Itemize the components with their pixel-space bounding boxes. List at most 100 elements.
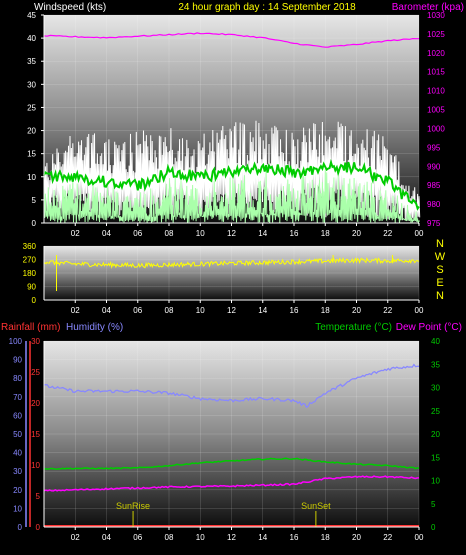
- humidity-tick-label: 100: [9, 337, 23, 346]
- direction-tick-label: 270: [23, 256, 37, 265]
- temperature-trace: [43, 457, 420, 471]
- barometer-tick-label: 1005: [427, 106, 445, 115]
- x-tick-label: 08: [165, 229, 174, 238]
- wind-series: [43, 32, 421, 225]
- humidity-tick-label: 20: [13, 486, 22, 495]
- x-tick-label: 04: [102, 306, 111, 315]
- compass-label: S: [436, 264, 443, 276]
- x-tick-label: 00: [415, 306, 424, 315]
- x-tick-label: 16: [290, 306, 299, 315]
- barometer-axis-title: Barometer (kpa): [392, 2, 464, 13]
- rainfall-tick-label: 20: [31, 399, 40, 408]
- temperature-tick-label: 10: [431, 477, 440, 486]
- temperature-tick-label: 15: [431, 453, 440, 462]
- temperature-series: SunRise SunSet: [43, 363, 420, 527]
- dewpoint-trace: [43, 475, 420, 492]
- humidity-tick-label: 60: [13, 411, 22, 420]
- barometer-tick-label: 980: [427, 200, 441, 209]
- humidity-tick-label: 30: [13, 467, 22, 476]
- x-tick-label: 12: [227, 533, 236, 542]
- x-tick-label: 12: [227, 306, 236, 315]
- rainfall-tick-label: 25: [31, 368, 40, 377]
- y-tick-label: 30: [27, 80, 36, 89]
- y-tick-label: 10: [27, 173, 36, 182]
- temperature-panel: SunRise SunSet 01020304050607080901000510…: [9, 337, 441, 542]
- wind-axis-title: Windspeed (kts): [34, 2, 106, 13]
- y-tick-label: 20: [27, 127, 36, 136]
- x-tick-label: 06: [133, 306, 142, 315]
- x-tick-label: 06: [133, 533, 142, 542]
- compass-label: N: [436, 290, 444, 302]
- sunrise-label: SunRise: [116, 501, 150, 511]
- barometer-tick-label: 995: [427, 143, 441, 152]
- rainfall-tick-label: 30: [31, 337, 40, 346]
- barometer-tick-label: 990: [427, 162, 441, 171]
- direction-tick-label: 180: [23, 269, 37, 278]
- y-tick-label: 45: [27, 11, 36, 20]
- barometer-tick-label: 1025: [427, 30, 445, 39]
- wind-panel: 0510152025303540459759809859909951000100…: [27, 11, 445, 238]
- barometer-trace: [43, 32, 419, 48]
- y-tick-label: 35: [27, 57, 36, 66]
- wind-ticks: 0510152025303540459759809859909951000100…: [27, 11, 445, 238]
- y-tick-label: 25: [27, 103, 36, 112]
- direction-tick-label: 0: [32, 296, 37, 305]
- humidity-tick-label: 10: [13, 504, 22, 513]
- x-tick-label: 16: [290, 229, 299, 238]
- x-tick-label: 18: [321, 533, 330, 542]
- x-tick-label: 02: [71, 229, 80, 238]
- direction-tick-label: 90: [27, 283, 36, 292]
- wind-gust-trace: [43, 120, 421, 222]
- x-tick-label: 10: [196, 306, 205, 315]
- wind-direction-trace: [43, 257, 420, 269]
- y-tick-label: 15: [27, 150, 36, 159]
- compass-label: N: [436, 238, 444, 250]
- x-tick-label: 02: [71, 306, 80, 315]
- x-tick-label: 20: [352, 229, 361, 238]
- direction-tick-label: 360: [23, 242, 37, 251]
- x-tick-label: 00: [415, 229, 424, 238]
- temperature-tick-label: 0: [431, 523, 436, 532]
- humidity-trace: [43, 363, 419, 409]
- x-tick-label: 08: [165, 306, 174, 315]
- temperature-tick-label: 25: [431, 407, 440, 416]
- y-tick-label: 5: [32, 196, 37, 205]
- x-tick-label: 04: [102, 533, 111, 542]
- direction-plot-area: [44, 246, 419, 300]
- x-tick-label: 18: [321, 229, 330, 238]
- x-tick-label: 14: [258, 533, 267, 542]
- barometer-tick-label: 1030: [427, 11, 445, 20]
- rainfall-tick-label: 0: [36, 523, 41, 532]
- barometer-tick-label: 985: [427, 181, 441, 190]
- humidity-tick-label: 90: [13, 356, 22, 365]
- x-tick-label: 22: [383, 229, 392, 238]
- rainfall-tick-label: 10: [31, 461, 40, 470]
- humidity-tick-label: 40: [13, 449, 22, 458]
- x-tick-label: 22: [383, 306, 392, 315]
- wind-grid: [44, 14, 420, 224]
- rainfall-tick-label: 15: [31, 430, 40, 439]
- rainfall-tick-label: 5: [36, 492, 41, 501]
- x-tick-label: 06: [133, 229, 142, 238]
- temperature-axis-title: Temperature (°C): [315, 322, 392, 333]
- compass-label: E: [436, 277, 443, 289]
- humidity-tick-label: 50: [13, 430, 22, 439]
- temperature-tick-label: 35: [431, 360, 440, 369]
- chart-title: 24 hour graph day : 14 September 2018: [178, 2, 356, 13]
- humidity-tick-label: 70: [13, 393, 22, 402]
- barometer-tick-label: 1015: [427, 68, 445, 77]
- x-tick-label: 10: [196, 229, 205, 238]
- barometer-tick-label: 1000: [427, 124, 445, 133]
- x-tick-label: 20: [352, 306, 361, 315]
- x-tick-label: 04: [102, 229, 111, 238]
- dewpoint-axis-title: Dew Point (°C): [396, 322, 462, 333]
- barometer-tick-label: 1020: [427, 49, 445, 58]
- x-tick-label: 22: [383, 533, 392, 542]
- x-tick-label: 14: [258, 229, 267, 238]
- temperature-ticks: 0102030405060708090100051015202530051015…: [9, 337, 441, 542]
- direction-series: [43, 255, 420, 291]
- temperature-tick-label: 5: [431, 500, 436, 509]
- barometer-tick-label: 975: [427, 219, 441, 228]
- temperature-tick-label: 20: [431, 430, 440, 439]
